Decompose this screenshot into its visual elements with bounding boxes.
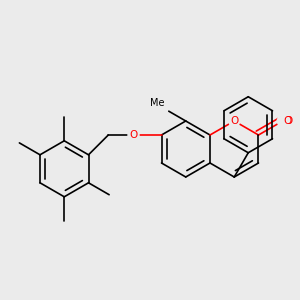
Text: O: O bbox=[284, 116, 292, 126]
Circle shape bbox=[229, 116, 240, 127]
Text: O: O bbox=[129, 130, 138, 140]
Text: O: O bbox=[129, 130, 138, 140]
Text: O: O bbox=[285, 116, 293, 126]
Text: Me: Me bbox=[150, 98, 164, 108]
Text: O: O bbox=[230, 116, 238, 126]
Circle shape bbox=[277, 116, 288, 127]
Circle shape bbox=[128, 130, 139, 140]
Text: O: O bbox=[230, 116, 238, 126]
